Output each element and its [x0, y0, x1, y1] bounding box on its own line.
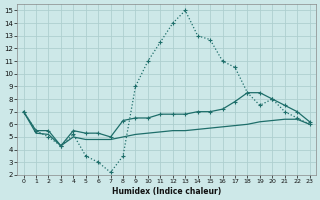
X-axis label: Humidex (Indice chaleur): Humidex (Indice chaleur): [112, 187, 221, 196]
